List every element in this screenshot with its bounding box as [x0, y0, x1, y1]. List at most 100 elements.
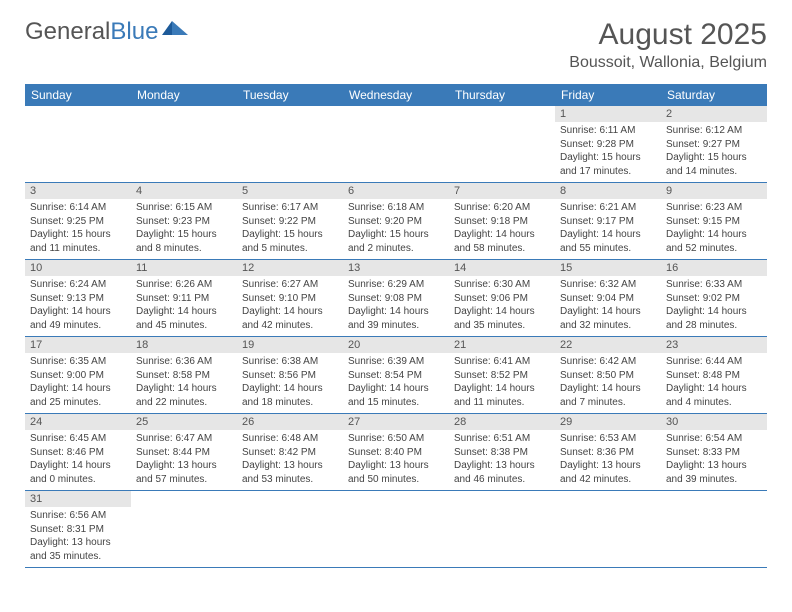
- calendar-cell: 14Sunrise: 6:30 AMSunset: 9:06 PMDayligh…: [449, 260, 555, 337]
- day-content: Sunrise: 6:11 AMSunset: 9:28 PMDaylight:…: [555, 122, 661, 182]
- daylight-text-2: and 18 minutes.: [242, 397, 338, 410]
- calendar-cell: 6Sunrise: 6:18 AMSunset: 9:20 PMDaylight…: [343, 183, 449, 260]
- sunrise-text: Sunrise: 6:56 AM: [30, 510, 126, 523]
- sunrise-text: Sunrise: 6:38 AM: [242, 356, 338, 369]
- sunrise-text: Sunrise: 6:36 AM: [136, 356, 232, 369]
- calendar-cell: 25Sunrise: 6:47 AMSunset: 8:44 PMDayligh…: [131, 414, 237, 491]
- daylight-text-1: Daylight: 14 hours: [136, 383, 232, 396]
- daylight-text-2: and 4 minutes.: [666, 397, 762, 410]
- daylight-text-2: and 15 minutes.: [348, 397, 444, 410]
- title-block: August 2025 Boussoit, Wallonia, Belgium: [569, 18, 767, 72]
- day-content: Sunrise: 6:17 AMSunset: 9:22 PMDaylight:…: [237, 199, 343, 259]
- sunset-text: Sunset: 8:58 PM: [136, 370, 232, 383]
- daylight-text-2: and 49 minutes.: [30, 320, 126, 333]
- calendar-cell: 12Sunrise: 6:27 AMSunset: 9:10 PMDayligh…: [237, 260, 343, 337]
- calendar-cell: 30Sunrise: 6:54 AMSunset: 8:33 PMDayligh…: [661, 414, 767, 491]
- sunrise-text: Sunrise: 6:11 AM: [560, 125, 656, 138]
- day-header: Friday: [555, 84, 661, 106]
- daylight-text-2: and 17 minutes.: [560, 166, 656, 179]
- sunset-text: Sunset: 8:50 PM: [560, 370, 656, 383]
- daylight-text-1: Daylight: 15 hours: [348, 229, 444, 242]
- day-content: Sunrise: 6:48 AMSunset: 8:42 PMDaylight:…: [237, 430, 343, 490]
- sunset-text: Sunset: 9:20 PM: [348, 216, 444, 229]
- day-content: Sunrise: 6:45 AMSunset: 8:46 PMDaylight:…: [25, 430, 131, 490]
- sunrise-text: Sunrise: 6:30 AM: [454, 279, 550, 292]
- day-content: Sunrise: 6:42 AMSunset: 8:50 PMDaylight:…: [555, 353, 661, 413]
- day-content: Sunrise: 6:30 AMSunset: 9:06 PMDaylight:…: [449, 276, 555, 336]
- daylight-text-1: Daylight: 14 hours: [30, 383, 126, 396]
- calendar-cell: 5Sunrise: 6:17 AMSunset: 9:22 PMDaylight…: [237, 183, 343, 260]
- sunset-text: Sunset: 8:38 PM: [454, 447, 550, 460]
- day-number: 8: [555, 183, 661, 199]
- daylight-text-1: Daylight: 15 hours: [666, 152, 762, 165]
- day-header: Tuesday: [237, 84, 343, 106]
- flag-icon: [162, 18, 188, 46]
- day-content: Sunrise: 6:32 AMSunset: 9:04 PMDaylight:…: [555, 276, 661, 336]
- calendar-cell: 19Sunrise: 6:38 AMSunset: 8:56 PMDayligh…: [237, 337, 343, 414]
- daylight-text-1: Daylight: 14 hours: [666, 229, 762, 242]
- sunrise-text: Sunrise: 6:15 AM: [136, 202, 232, 215]
- calendar-cell: 3Sunrise: 6:14 AMSunset: 9:25 PMDaylight…: [25, 183, 131, 260]
- day-number: 11: [131, 260, 237, 276]
- day-content: Sunrise: 6:18 AMSunset: 9:20 PMDaylight:…: [343, 199, 449, 259]
- sunrise-text: Sunrise: 6:53 AM: [560, 433, 656, 446]
- calendar-cell: 4 Sunrise: 6:15 AMSunset: 9:23 PMDaylight…: [131, 183, 237, 260]
- daylight-text-1: Daylight: 15 hours: [242, 229, 338, 242]
- sunset-text: Sunset: 9:17 PM: [560, 216, 656, 229]
- day-content: Sunrise: 6:50 AMSunset: 8:40 PMDaylight:…: [343, 430, 449, 490]
- sunset-text: Sunset: 9:23 PM: [136, 216, 232, 229]
- day-content: Sunrise: 6:21 AMSunset: 9:17 PMDaylight:…: [555, 199, 661, 259]
- calendar-cell: [449, 106, 555, 183]
- day-content: Sunrise: 6:53 AMSunset: 8:36 PMDaylight:…: [555, 430, 661, 490]
- calendar-cell: 22Sunrise: 6:42 AMSunset: 8:50 PMDayligh…: [555, 337, 661, 414]
- day-number: 26: [237, 414, 343, 430]
- calendar-cell: 8Sunrise: 6:21 AMSunset: 9:17 PMDaylight…: [555, 183, 661, 260]
- day-content: Sunrise: 6:12 AMSunset: 9:27 PMDaylight:…: [661, 122, 767, 182]
- sunset-text: Sunset: 8:46 PM: [30, 447, 126, 460]
- daylight-text-2: and 42 minutes.: [560, 474, 656, 487]
- sunrise-text: Sunrise: 6:18 AM: [348, 202, 444, 215]
- day-number: 7: [449, 183, 555, 199]
- calendar-cell: 11Sunrise: 6:26 AMSunset: 9:11 PMDayligh…: [131, 260, 237, 337]
- sunset-text: Sunset: 8:44 PM: [136, 447, 232, 460]
- sunset-text: Sunset: 8:48 PM: [666, 370, 762, 383]
- day-content: Sunrise: 6:20 AMSunset: 9:18 PMDaylight:…: [449, 199, 555, 259]
- calendar-cell: [661, 491, 767, 568]
- daylight-text-1: Daylight: 14 hours: [136, 306, 232, 319]
- sunrise-text: Sunrise: 6:35 AM: [30, 356, 126, 369]
- day-number: 31: [25, 491, 131, 507]
- day-content: Sunrise: 6:36 AMSunset: 8:58 PMDaylight:…: [131, 353, 237, 413]
- daylight-text-1: Daylight: 14 hours: [30, 460, 126, 473]
- daylight-text-2: and 7 minutes.: [560, 397, 656, 410]
- calendar-cell: 16Sunrise: 6:33 AMSunset: 9:02 PMDayligh…: [661, 260, 767, 337]
- day-number: 5: [237, 183, 343, 199]
- brand-logo: GeneralBlue: [25, 18, 188, 46]
- sunset-text: Sunset: 9:08 PM: [348, 293, 444, 306]
- daylight-text-1: Daylight: 14 hours: [666, 306, 762, 319]
- daylight-text-2: and 55 minutes.: [560, 243, 656, 256]
- daylight-text-1: Daylight: 13 hours: [454, 460, 550, 473]
- calendar-cell: [449, 491, 555, 568]
- daylight-text-1: Daylight: 15 hours: [136, 229, 232, 242]
- sunset-text: Sunset: 9:04 PM: [560, 293, 656, 306]
- sunrise-text: Sunrise: 6:44 AM: [666, 356, 762, 369]
- daylight-text-2: and 0 minutes.: [30, 474, 126, 487]
- calendar-cell: [343, 106, 449, 183]
- sunrise-text: Sunrise: 6:41 AM: [454, 356, 550, 369]
- sunrise-text: Sunrise: 6:42 AM: [560, 356, 656, 369]
- sunrise-text: Sunrise: 6:24 AM: [30, 279, 126, 292]
- calendar-cell: 1Sunrise: 6:11 AMSunset: 9:28 PMDaylight…: [555, 106, 661, 183]
- calendar-cell: [131, 106, 237, 183]
- calendar-cell: 13Sunrise: 6:29 AMSunset: 9:08 PMDayligh…: [343, 260, 449, 337]
- calendar-cell: 21Sunrise: 6:41 AMSunset: 8:52 PMDayligh…: [449, 337, 555, 414]
- sunrise-text: Sunrise: 6:33 AM: [666, 279, 762, 292]
- day-number: 16: [661, 260, 767, 276]
- day-number: 4: [131, 183, 237, 199]
- daylight-text-2: and 22 minutes.: [136, 397, 232, 410]
- location-subtitle: Boussoit, Wallonia, Belgium: [569, 54, 767, 72]
- daylight-text-1: Daylight: 13 hours: [666, 460, 762, 473]
- day-content: Sunrise: 6:29 AMSunset: 9:08 PMDaylight:…: [343, 276, 449, 336]
- calendar-cell: 7Sunrise: 6:20 AMSunset: 9:18 PMDaylight…: [449, 183, 555, 260]
- calendar-week-row: 3Sunrise: 6:14 AMSunset: 9:25 PMDaylight…: [25, 183, 767, 260]
- month-title: August 2025: [569, 18, 767, 52]
